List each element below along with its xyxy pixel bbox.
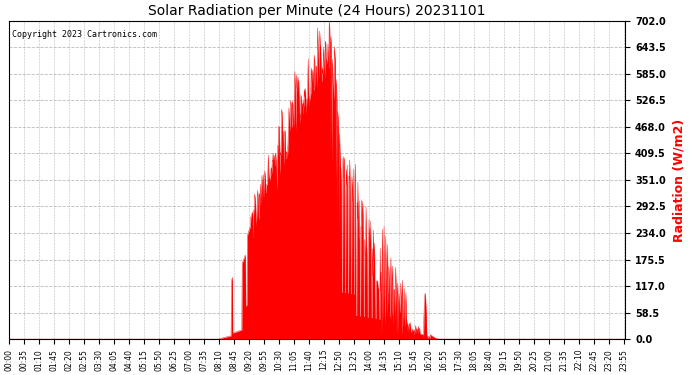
Y-axis label: Radiation (W/m2): Radiation (W/m2) <box>673 118 686 242</box>
Title: Solar Radiation per Minute (24 Hours) 20231101: Solar Radiation per Minute (24 Hours) 20… <box>148 4 486 18</box>
Text: Copyright 2023 Cartronics.com: Copyright 2023 Cartronics.com <box>12 30 157 39</box>
